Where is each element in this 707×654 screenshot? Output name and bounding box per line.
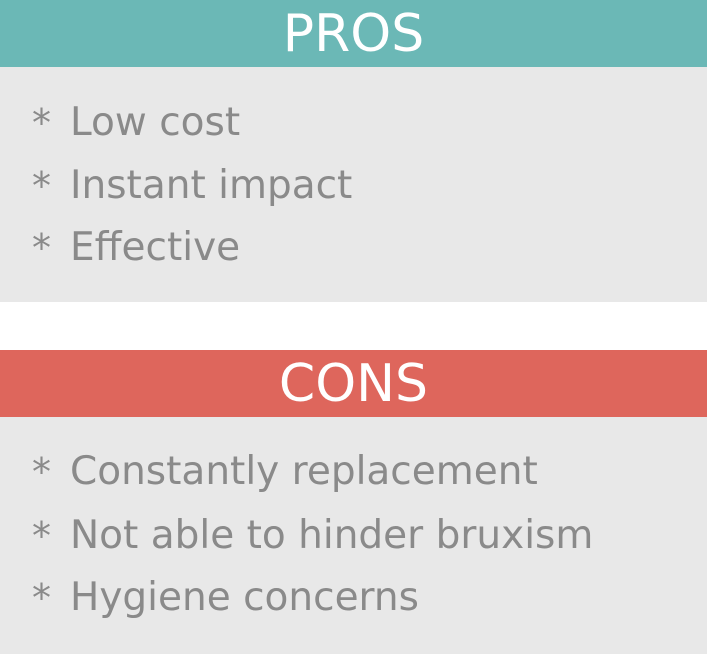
- list-item: * Hygiene concerns: [32, 575, 419, 621]
- pros-item-label: Effective: [70, 225, 241, 270]
- bullet-asterisk: *: [32, 226, 51, 270]
- pros-title: PROS: [282, 3, 425, 64]
- list-item: * Instant impact: [32, 163, 352, 209]
- cons-item-label: Hygiene concerns: [70, 575, 419, 620]
- cons-header: CONS: [0, 350, 707, 417]
- bullet-asterisk: *: [32, 164, 51, 208]
- list-item: * Low cost: [32, 100, 240, 146]
- cons-list: * Constantly replacement * Not able to h…: [0, 417, 707, 654]
- cons-item-label: Not able to hinder bruxism: [70, 513, 594, 558]
- pros-item-label: Instant impact: [70, 163, 353, 208]
- list-item: * Constantly replacement: [32, 449, 538, 495]
- bullet-asterisk: *: [32, 576, 51, 620]
- list-item: * Not able to hinder bruxism: [32, 513, 593, 559]
- bullet-asterisk: *: [32, 514, 51, 558]
- bullet-asterisk: *: [32, 450, 51, 494]
- list-item: * Effective: [32, 225, 240, 271]
- pros-header: PROS: [0, 0, 707, 67]
- pros-list: * Low cost * Instant impact * Effective: [0, 67, 707, 302]
- cons-title: CONS: [278, 353, 429, 414]
- cons-item-label: Constantly replacement: [70, 449, 538, 494]
- bullet-asterisk: *: [32, 101, 51, 145]
- pros-item-label: Low cost: [70, 100, 241, 145]
